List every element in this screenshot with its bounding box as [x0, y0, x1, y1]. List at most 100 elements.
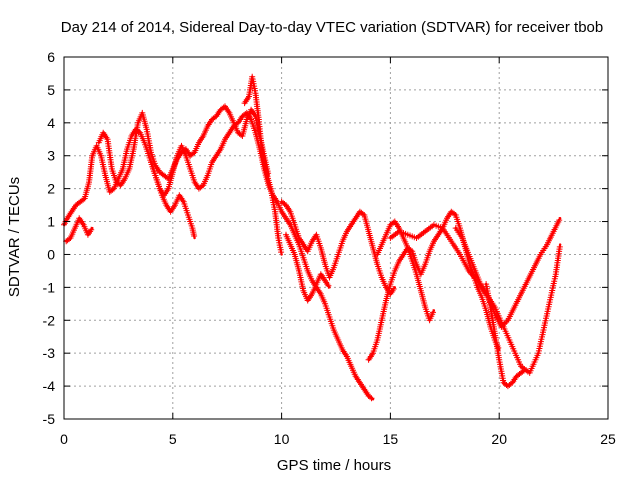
data-point: [354, 375, 357, 378]
data-point: [484, 309, 488, 312]
x-tick-label: 0: [60, 431, 68, 447]
data-point: [484, 282, 488, 286]
data-point: [424, 230, 427, 233]
data-point: [528, 371, 531, 375]
data-point: [467, 269, 470, 273]
data-point: [254, 131, 257, 134]
data-point: [397, 230, 401, 233]
data-point: [82, 223, 85, 227]
data-point: [280, 210, 283, 213]
data-point: [70, 210, 73, 213]
data-point: [69, 236, 72, 240]
data-point: [262, 167, 266, 171]
data-point: [371, 246, 375, 250]
data-point: [380, 243, 383, 246]
data-point: [393, 286, 396, 289]
data-point: [138, 131, 142, 134]
data-point: [169, 210, 172, 213]
data-point: [193, 151, 196, 154]
data-point: [167, 187, 170, 190]
y-tick-label: 1: [47, 214, 55, 230]
series-sat-track-b: [63, 215, 95, 245]
data-point: [132, 147, 135, 151]
data-point: [289, 223, 292, 227]
data-point: [162, 174, 166, 177]
data-point: [315, 233, 318, 236]
data-point: [376, 263, 379, 266]
data-point: [95, 144, 98, 148]
data-point: [302, 243, 305, 246]
series-sat-track-j: [374, 218, 436, 324]
data-point: [328, 286, 331, 289]
data-point: [219, 108, 222, 111]
data-point: [493, 332, 497, 335]
data-point: [376, 253, 379, 256]
data-point: [415, 236, 418, 240]
data-point: [136, 121, 140, 125]
data-point: [323, 302, 327, 306]
data-point: [397, 259, 401, 263]
data-point: [519, 292, 523, 296]
data-point: [350, 365, 353, 368]
y-tick-label: 0: [47, 246, 55, 262]
x-tick-label: 15: [383, 431, 399, 447]
data-point: [180, 144, 183, 148]
data-point: [511, 381, 514, 384]
data-point: [64, 240, 68, 243]
data-point: [289, 210, 292, 213]
data-point: [441, 226, 444, 230]
data-point: [354, 217, 357, 220]
data-point: [236, 121, 240, 125]
data-point: [186, 213, 190, 217]
x-tick-label: 5: [169, 431, 177, 447]
data-point: [289, 243, 292, 246]
series-sat-track-d: [148, 109, 263, 199]
data-point: [280, 253, 283, 256]
data-point: [393, 269, 396, 273]
data-point: [458, 253, 462, 256]
data-point: [336, 338, 340, 342]
data-point: [258, 147, 262, 151]
data-point: [178, 194, 181, 197]
data-point: [66, 217, 69, 220]
data-point: [173, 203, 177, 207]
data-point: [143, 141, 146, 144]
data-point: [319, 246, 322, 250]
data-point: [323, 263, 327, 266]
data-point: [367, 230, 370, 233]
data-point: [467, 253, 470, 256]
data-point: [363, 213, 366, 217]
data-point: [115, 180, 118, 184]
data-point: [428, 249, 431, 253]
data-point: [558, 243, 562, 246]
data-point: [319, 273, 322, 276]
data-point: [99, 154, 103, 157]
data-point: [306, 269, 309, 273]
data-point: [493, 312, 497, 315]
data-point: [154, 174, 157, 177]
data-point: [251, 75, 254, 78]
data-point: [424, 305, 427, 309]
data-point: [506, 319, 510, 322]
data-point: [158, 187, 161, 190]
data-point: [454, 213, 457, 217]
data-point: [236, 131, 240, 134]
data-point: [79, 200, 82, 203]
data-point: [341, 348, 344, 352]
y-tick-label: -1: [43, 279, 56, 295]
data-point: [302, 289, 305, 292]
data-point: [162, 194, 166, 197]
data-point: [147, 154, 151, 157]
data-point: [519, 365, 523, 368]
data-point: [277, 236, 280, 240]
data-point: [184, 154, 188, 157]
series-sat-track-h: [283, 231, 332, 304]
data-point: [276, 200, 279, 203]
data-point: [121, 167, 124, 171]
data-point: [91, 226, 94, 230]
data-point: [197, 141, 201, 144]
data-point: [461, 236, 464, 240]
data-point: [193, 236, 196, 240]
data-point: [537, 351, 540, 355]
data-point: [149, 151, 153, 154]
